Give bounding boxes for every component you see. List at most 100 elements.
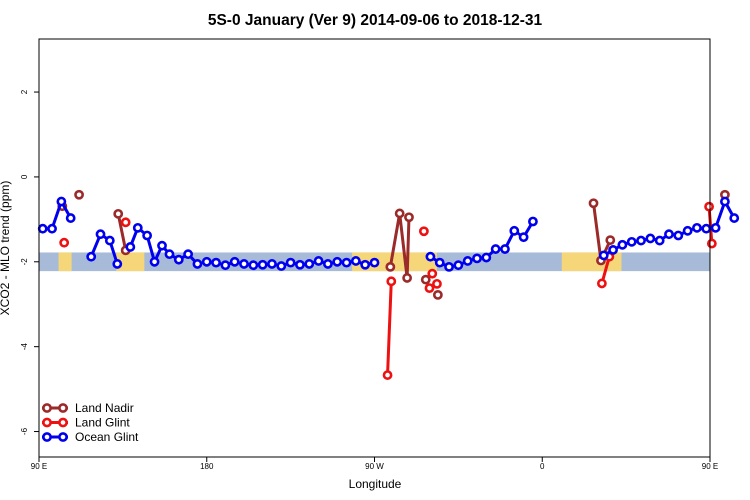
data-point xyxy=(120,217,131,228)
data-point xyxy=(427,268,438,279)
y-axis-label: XCO2 - MLO trend (ppm) xyxy=(0,181,12,316)
plot-area xyxy=(37,38,740,458)
data-point xyxy=(47,223,57,234)
data-point xyxy=(682,225,693,236)
data-point xyxy=(276,261,287,271)
data-point xyxy=(528,216,538,227)
data-point xyxy=(341,257,352,268)
data-point xyxy=(192,259,203,269)
data-point xyxy=(425,251,436,262)
data-point xyxy=(74,189,84,200)
data-point xyxy=(617,239,628,250)
data-point xyxy=(472,253,482,264)
data-point xyxy=(701,223,712,234)
legend-item: Land Nadir xyxy=(42,401,134,415)
data-point xyxy=(86,251,97,262)
x-tick-label: 180 xyxy=(200,462,214,471)
data-point xyxy=(481,252,492,263)
data-point xyxy=(706,238,717,249)
legend-item: Ocean Glint xyxy=(42,430,139,444)
data-point xyxy=(323,259,333,269)
legend-label: Land Nadir xyxy=(75,401,134,415)
legend-marker xyxy=(58,417,68,428)
data-point xyxy=(360,259,371,270)
x-tick-label: 90 E xyxy=(702,462,718,471)
data-point xyxy=(95,229,106,240)
data-point xyxy=(509,225,520,236)
data-point xyxy=(157,240,167,251)
data-point xyxy=(142,230,153,241)
data-point xyxy=(434,257,445,268)
data-point xyxy=(332,256,343,267)
x-axis-label: Longitude xyxy=(349,477,402,491)
data-point xyxy=(626,236,637,247)
series-line xyxy=(386,281,393,376)
data-point xyxy=(239,259,249,269)
data-point xyxy=(229,256,240,267)
data-point xyxy=(518,232,529,243)
data-point xyxy=(664,229,674,240)
series-line xyxy=(89,232,119,265)
data-point xyxy=(710,222,721,233)
data-point xyxy=(645,233,656,244)
land-band-segment xyxy=(58,252,72,272)
data-point xyxy=(432,278,442,289)
y-tick-label: -6 xyxy=(20,427,29,435)
data-point xyxy=(248,260,259,271)
data-point xyxy=(382,370,393,380)
data-point xyxy=(304,259,315,269)
data-point xyxy=(56,196,67,207)
data-point xyxy=(164,249,175,260)
data-point xyxy=(350,256,361,266)
series-line xyxy=(388,211,411,280)
data-point xyxy=(424,283,435,294)
data-point xyxy=(692,222,702,233)
y-tick-label: -4 xyxy=(20,343,29,351)
data-point xyxy=(598,250,609,261)
data-point xyxy=(113,208,124,219)
data-point xyxy=(654,235,665,246)
data-point xyxy=(211,257,221,268)
legend-marker xyxy=(58,403,68,413)
data-point xyxy=(404,212,414,223)
data-point xyxy=(220,260,231,271)
x-tick-label: 90 E xyxy=(31,462,47,471)
x-tick-label: 90 W xyxy=(365,462,384,471)
y-axis: -6 -4 -2 0 2 xyxy=(20,89,39,435)
legend-marker xyxy=(58,432,68,442)
data-point xyxy=(386,276,397,287)
data-point xyxy=(183,249,194,260)
data-point xyxy=(385,261,396,272)
data-point xyxy=(313,256,324,266)
data-point xyxy=(432,289,443,300)
series-land-glint xyxy=(59,201,717,380)
data-point xyxy=(673,230,684,241)
data-point xyxy=(267,259,277,269)
data-point xyxy=(295,259,305,270)
y-tick-label: 0 xyxy=(20,174,29,179)
data-point xyxy=(605,235,616,246)
y-tick-label: -2 xyxy=(20,258,29,266)
data-point xyxy=(418,226,429,237)
data-point xyxy=(285,257,296,268)
data-point xyxy=(453,260,464,271)
data-point xyxy=(59,237,70,248)
data-point xyxy=(500,244,510,254)
data-point xyxy=(704,201,714,212)
data-point xyxy=(588,198,599,209)
data-point xyxy=(729,213,740,223)
series-line xyxy=(116,213,128,251)
y-tick-label: 2 xyxy=(20,89,29,94)
data-point xyxy=(490,244,501,254)
data-point xyxy=(462,256,473,266)
data-point xyxy=(201,256,212,267)
data-point xyxy=(444,261,454,272)
data-point xyxy=(125,242,136,252)
data-point xyxy=(65,213,76,223)
chart-title: 5S-0 January (Ver 9) 2014-09-06 to 2018-… xyxy=(208,12,543,29)
legend-item: Land Glint xyxy=(42,416,130,430)
data-point xyxy=(720,196,730,207)
data-point xyxy=(420,274,431,285)
